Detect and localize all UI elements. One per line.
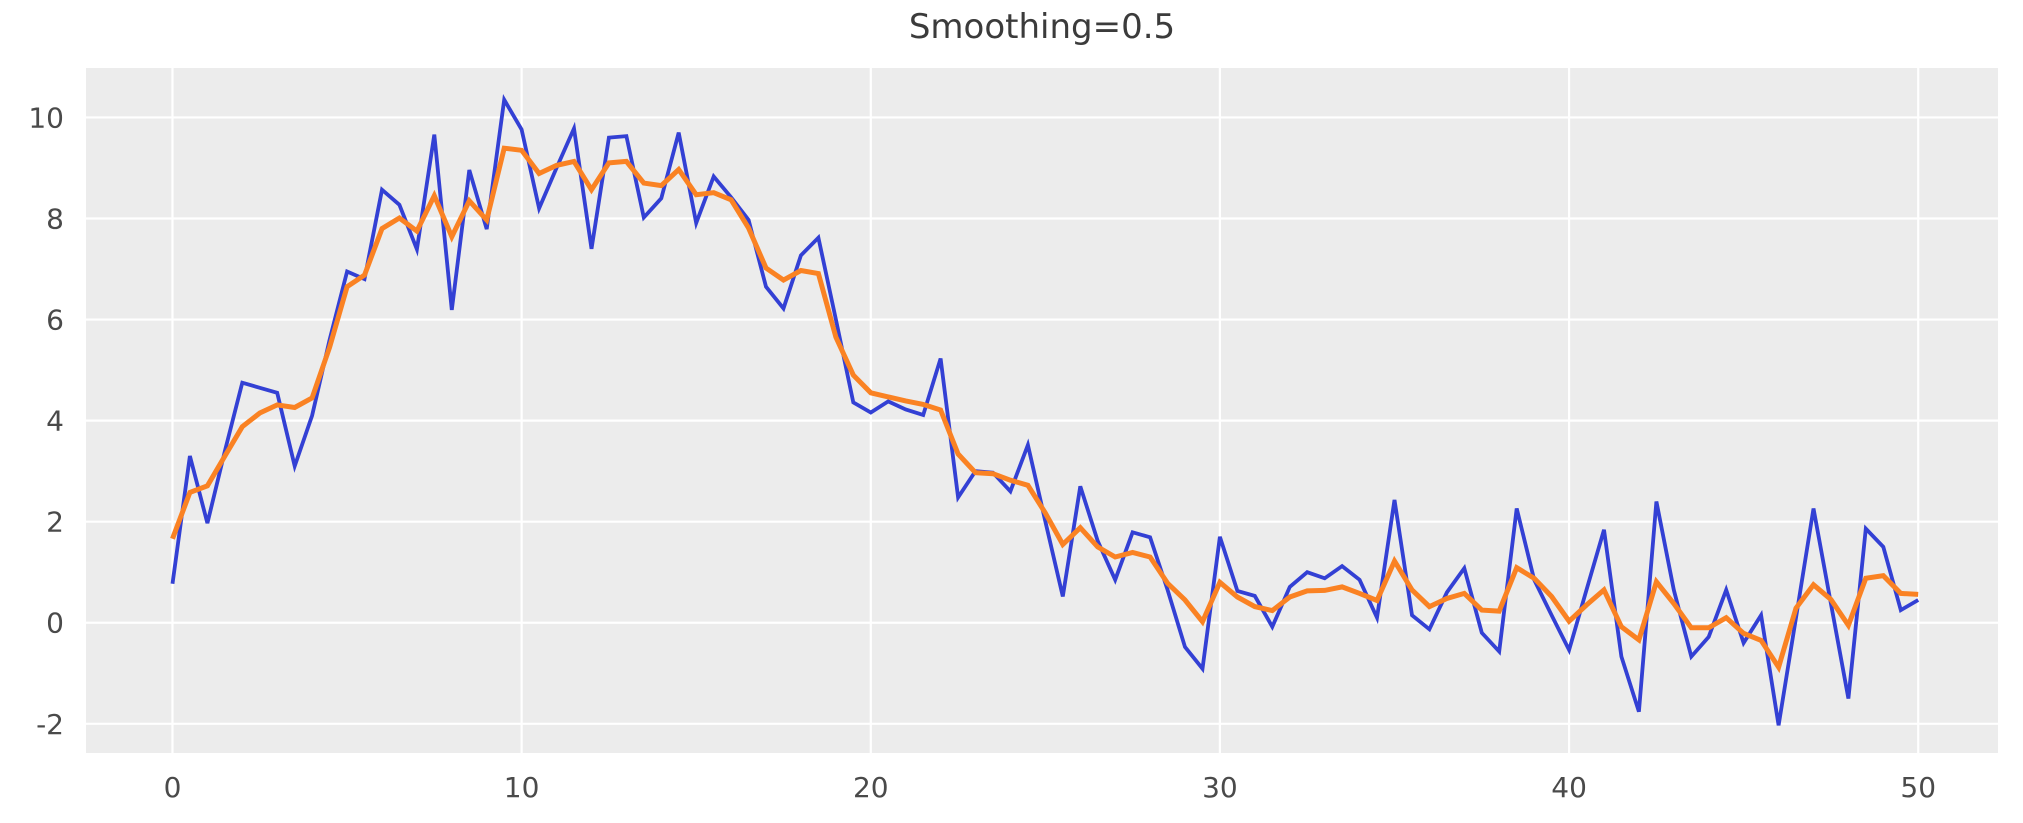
chart-title: Smoothing=0.5 <box>909 7 1175 47</box>
x-tick-label: 20 <box>853 771 889 804</box>
y-axis-tick-labels: -2 0 2 4 6 8 10 <box>28 101 64 740</box>
y-tick-label: 6 <box>46 304 64 337</box>
x-tick-label: 10 <box>504 771 540 804</box>
series-lines <box>170 93 1920 726</box>
x-tick-label: 50 <box>1900 771 1936 804</box>
smoothed-signal-line <box>170 145 1919 674</box>
y-tick-label: 0 <box>46 607 64 640</box>
y-tick-label: 10 <box>28 101 64 134</box>
plot-area <box>86 68 1998 753</box>
y-tick-label: -2 <box>36 708 64 741</box>
y-tick-label: 4 <box>46 405 64 438</box>
y-tick-label: 2 <box>46 506 64 539</box>
x-axis-tick-labels: 0 10 20 30 40 50 <box>164 771 1936 804</box>
x-tick-label: 30 <box>1202 771 1238 804</box>
y-tick-label: 8 <box>46 202 64 235</box>
x-tick-label: 40 <box>1551 771 1587 804</box>
x-tick-label: 0 <box>164 771 182 804</box>
